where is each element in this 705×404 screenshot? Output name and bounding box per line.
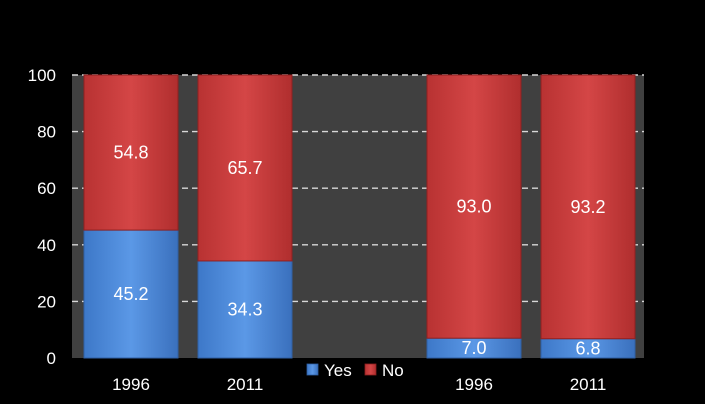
legend-label-no: No xyxy=(382,361,404,380)
data-label-no-1: 65.7 xyxy=(227,158,262,178)
data-label-yes-0: 45.2 xyxy=(113,284,148,304)
bar-yes-1 xyxy=(197,260,293,359)
bar-no-1 xyxy=(197,74,293,262)
legend: Yes No xyxy=(306,361,404,380)
x-tick-label-3: 1996 xyxy=(455,375,493,394)
data-label-yes-1: 34.3 xyxy=(227,299,262,319)
x-tick-label-0: 1996 xyxy=(112,375,150,394)
data-label-yes-4: 6.8 xyxy=(575,338,600,358)
y-tick-label-60: 60 xyxy=(37,179,56,198)
y-tick-label-40: 40 xyxy=(37,236,56,255)
x-axis-tick-labels: 1996 2011 1996 2011 xyxy=(112,375,606,394)
data-label-no-3: 93.0 xyxy=(456,197,491,217)
y-tick-label-0: 0 xyxy=(47,349,56,368)
data-label-yes-3: 7.0 xyxy=(461,338,486,358)
bar-no-0 xyxy=(83,74,179,231)
x-tick-label-1: 2011 xyxy=(227,375,264,394)
y-tick-label-100: 100 xyxy=(28,66,56,85)
bar-no-3 xyxy=(426,74,522,339)
x-tick-label-4: 2011 xyxy=(570,375,607,394)
legend-label-yes: Yes xyxy=(324,361,352,380)
legend-swatch-no xyxy=(364,363,377,376)
legend-swatch-yes xyxy=(306,363,319,376)
y-tick-label-80: 80 xyxy=(37,123,56,142)
data-label-no-0: 54.8 xyxy=(113,143,148,163)
bar-no-4 xyxy=(540,74,636,340)
data-label-no-4: 93.2 xyxy=(570,197,605,217)
y-tick-label-20: 20 xyxy=(37,292,56,311)
y-axis-tick-labels: 0 20 40 60 80 100 xyxy=(28,66,56,368)
bars: 45.2 54.8 34.3 65.7 7.0 93.0 6.8 93.2 xyxy=(83,74,636,359)
